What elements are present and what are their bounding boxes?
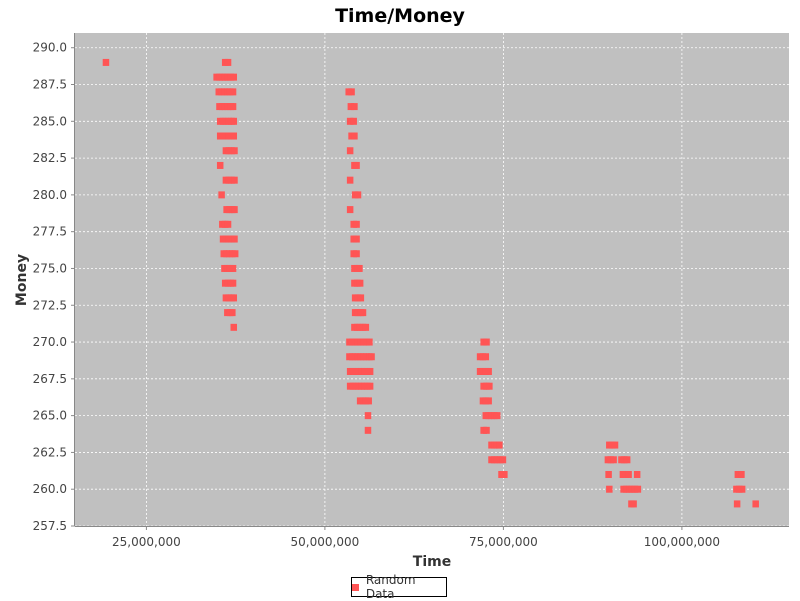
data-point	[483, 338, 490, 346]
data-point	[634, 485, 642, 493]
data-point	[102, 58, 110, 66]
data-point	[752, 500, 759, 508]
legend-label: Random Data	[365, 573, 416, 601]
data-point	[353, 220, 360, 228]
data-point	[493, 412, 501, 420]
data-point	[362, 323, 370, 331]
data-point	[486, 382, 493, 390]
data-point	[230, 132, 238, 140]
data-point	[734, 470, 742, 478]
data-point	[365, 397, 372, 405]
legend-swatch	[352, 583, 359, 591]
x-axis-label: Time	[413, 554, 451, 570]
data-point	[224, 58, 232, 66]
data-point	[354, 191, 362, 199]
data-point	[218, 191, 225, 199]
data-point	[357, 294, 365, 302]
y-tick-label: 280.0	[33, 188, 67, 202]
data-point	[229, 88, 237, 96]
data-point	[230, 294, 238, 302]
plot-area	[75, 33, 789, 526]
legend: Random Data	[351, 573, 447, 601]
data-point	[359, 309, 367, 317]
data-point	[633, 470, 641, 478]
y-tick-label: 267.5	[33, 372, 67, 386]
data-points	[102, 58, 759, 508]
y-tick-label: 282.5	[33, 151, 67, 165]
y-tick-label: 290.0	[33, 41, 67, 55]
data-point	[224, 220, 232, 228]
data-point	[231, 206, 238, 214]
y-tick-label: 270.0	[33, 335, 67, 349]
y-tick-label: 257.5	[33, 519, 67, 533]
x-tick-label: 50,000,000	[291, 535, 360, 549]
axes	[71, 33, 789, 530]
data-point	[623, 456, 631, 464]
data-point	[366, 367, 374, 375]
data-point	[348, 88, 355, 96]
data-point	[350, 117, 357, 125]
data-point	[366, 382, 374, 390]
tick-labels: 25,000,000 50,000,000 75,000,000 100,000,00…	[33, 41, 720, 549]
data-point	[368, 353, 375, 361]
data-point	[364, 426, 372, 434]
x-tick-label: 25,000,000	[112, 535, 181, 549]
data-point	[231, 235, 238, 243]
data-point	[231, 176, 238, 184]
data-point	[346, 147, 354, 155]
data-point	[625, 470, 632, 478]
data-point	[351, 103, 358, 111]
data-point	[611, 441, 619, 449]
data-point	[485, 367, 492, 375]
data-point	[733, 500, 741, 508]
y-tick-label: 265.0	[33, 409, 67, 423]
data-point	[485, 397, 492, 405]
data-point	[496, 441, 503, 449]
data-point	[738, 485, 746, 493]
data-point	[351, 132, 358, 140]
data-point	[229, 264, 237, 272]
data-point	[353, 161, 360, 169]
data-point	[738, 470, 745, 478]
y-tick-label: 275.0	[33, 261, 67, 275]
data-point	[346, 176, 354, 184]
data-point	[216, 161, 224, 169]
data-point	[356, 279, 364, 287]
y-axis-label: Money	[14, 254, 30, 306]
y-tick-label: 272.5	[33, 298, 67, 312]
data-point	[499, 456, 507, 464]
data-point	[229, 279, 237, 287]
data-point	[605, 470, 612, 478]
data-point	[501, 470, 508, 478]
x-tick-label: 100,000,000	[644, 535, 720, 549]
y-tick-label: 260.0	[33, 482, 67, 496]
data-point	[364, 412, 372, 420]
data-point	[347, 103, 355, 111]
chart-title: Time/Money	[335, 5, 465, 27]
x-tick-label: 75,000,000	[469, 535, 538, 549]
data-point	[630, 500, 637, 508]
data-point	[231, 147, 238, 155]
y-tick-label: 285.0	[33, 114, 67, 128]
data-point	[230, 323, 238, 331]
data-point	[483, 426, 490, 434]
data-point	[229, 309, 236, 317]
data-point	[366, 338, 373, 346]
data-point	[606, 485, 613, 493]
data-point	[353, 235, 360, 243]
data-point	[229, 103, 237, 111]
y-tick-label: 262.5	[33, 445, 67, 459]
data-point	[482, 353, 490, 361]
data-point	[230, 73, 238, 81]
data-point	[610, 456, 617, 464]
data-point	[353, 250, 360, 258]
data-point	[346, 206, 354, 214]
y-tick-label: 277.5	[33, 225, 67, 239]
data-point	[231, 250, 239, 258]
data-point	[346, 117, 354, 125]
data-point	[230, 117, 238, 125]
data-point	[356, 264, 363, 272]
y-tick-label: 287.5	[33, 78, 67, 92]
